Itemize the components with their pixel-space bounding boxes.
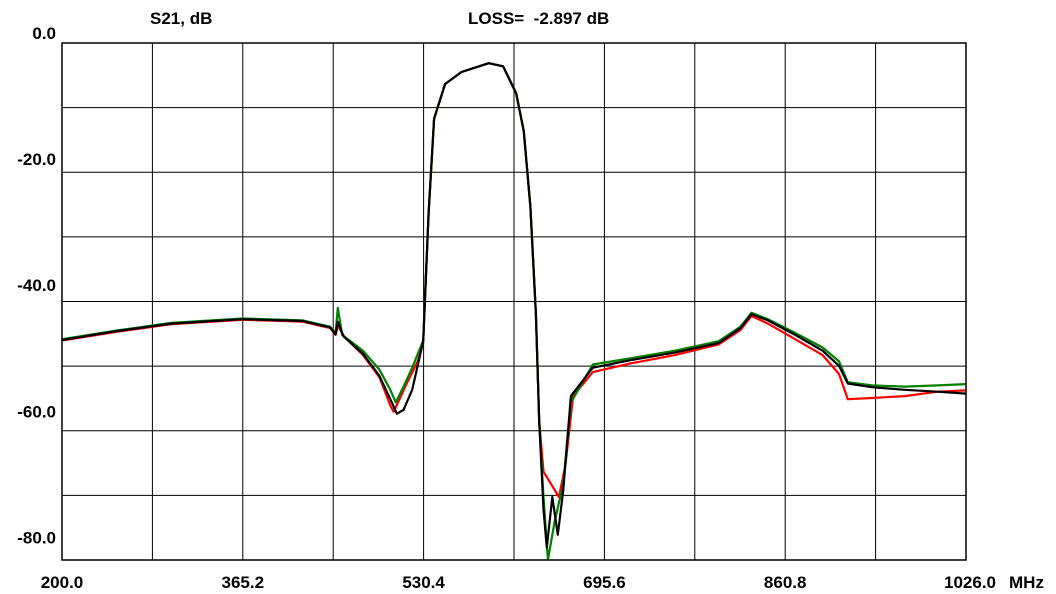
x-tick-label: 1026.0 <box>944 573 996 592</box>
series-layer <box>62 62 966 560</box>
x-tick-label: 530.4 <box>402 573 445 592</box>
y-tick-label: -60.0 <box>17 402 56 421</box>
series-line-3 <box>62 62 966 549</box>
x-tick-label: 860.8 <box>764 573 807 592</box>
plot-grid <box>62 43 966 560</box>
y-tick-label: -20.0 <box>17 150 56 169</box>
x-tick-label: 365.2 <box>222 573 265 592</box>
tick-labels: 200.0 365.2 530.4 695.6 860.8 1026.0 0.0 -20.0 -… <box>17 24 996 592</box>
x-tick-label: 695.6 <box>583 573 626 592</box>
y-tick-label: 0.0 <box>32 24 56 43</box>
chart-title: S21, dB <box>150 9 212 28</box>
loss-readout: LOSS= -2.897 dB <box>468 9 609 28</box>
x-axis-unit: MHz <box>1009 573 1044 592</box>
plot-frame <box>61 42 967 561</box>
x-tick-label: 200.0 <box>41 573 84 592</box>
y-tick-label: -40.0 <box>17 276 56 295</box>
y-tick-label: -80.0 <box>17 528 56 547</box>
